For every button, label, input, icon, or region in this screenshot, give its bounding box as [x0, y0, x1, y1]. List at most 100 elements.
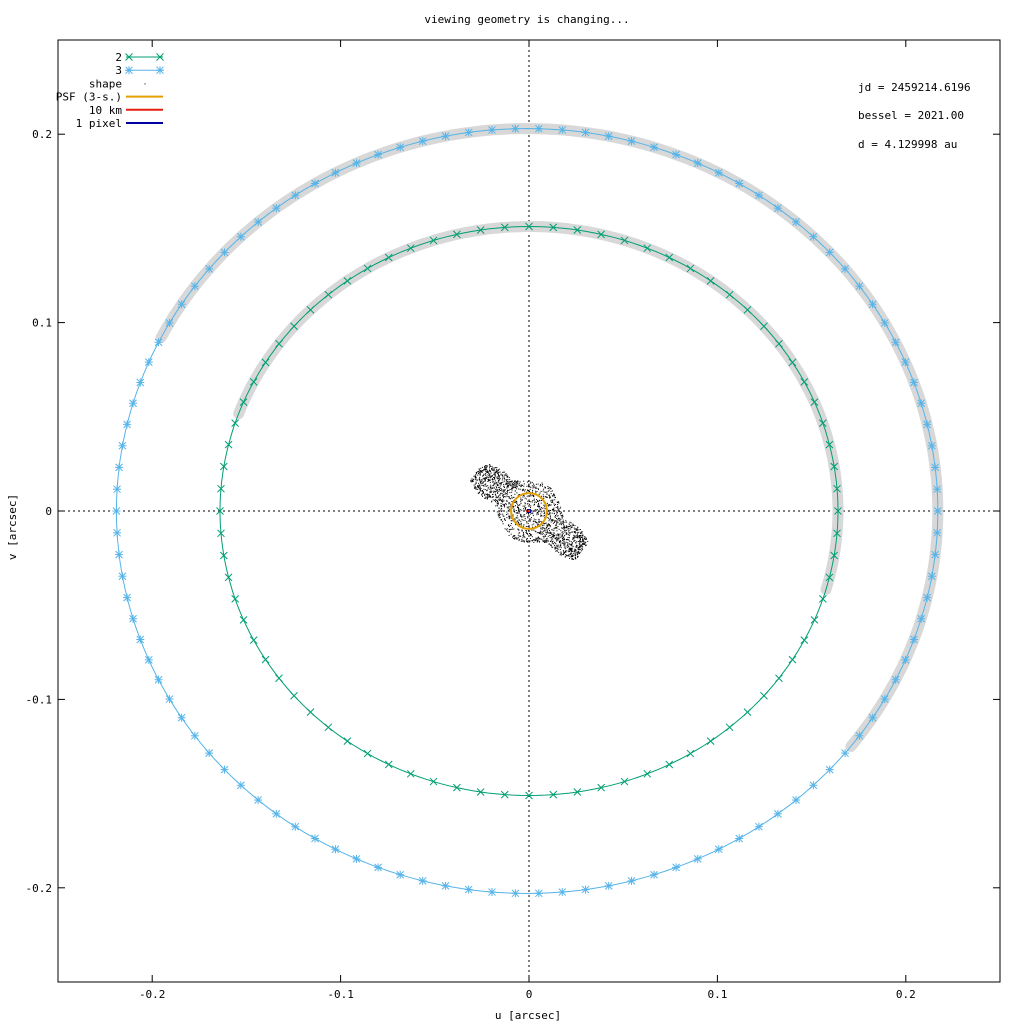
shape-point — [508, 531, 510, 533]
shape-point — [511, 491, 513, 493]
annotation-group: jd = 2459214.6196 bessel = 2021.00 d = 4… — [858, 81, 971, 151]
shape-point — [498, 474, 500, 476]
shape-point — [518, 532, 520, 534]
shape-point — [526, 541, 528, 542]
shape-point — [495, 467, 497, 468]
shape-point — [579, 537, 581, 539]
shape-point — [486, 477, 488, 479]
shape-point — [583, 538, 585, 540]
data-point-series-3 — [123, 420, 132, 429]
y-tick-label: 0.2 — [32, 128, 52, 141]
shape-point — [479, 488, 481, 490]
shape-point — [530, 495, 532, 497]
shape-point — [534, 525, 536, 527]
data-point-series-2 — [825, 440, 834, 449]
data-point-series-3 — [190, 282, 199, 291]
shape-point — [560, 547, 562, 549]
shape-point — [517, 528, 519, 530]
shape-point — [496, 482, 498, 484]
data-point-series-3 — [123, 593, 132, 602]
shape-point — [496, 490, 498, 492]
shape-point — [530, 534, 532, 535]
shape-point — [517, 484, 519, 486]
shape-point — [572, 554, 574, 556]
shape-point — [567, 542, 569, 544]
shape-point — [564, 539, 566, 540]
data-point-series-3 — [773, 809, 782, 818]
shape-point — [526, 503, 528, 505]
shape-point — [472, 480, 474, 482]
data-point-series-3 — [115, 550, 124, 559]
shape-point — [489, 496, 491, 498]
shape-point — [568, 539, 570, 541]
shape-point — [496, 499, 498, 501]
shape-point — [492, 480, 494, 482]
shape-point — [556, 544, 558, 546]
shape-point — [541, 507, 543, 509]
data-point-series-3 — [917, 614, 926, 623]
shape-point — [561, 521, 563, 523]
shape-point — [563, 546, 565, 548]
shape-point — [494, 500, 496, 501]
shape-point — [480, 470, 482, 472]
shape-point — [489, 481, 491, 483]
shape-point — [549, 495, 551, 497]
shape-point — [512, 488, 514, 490]
shape-point — [493, 487, 495, 489]
shape-point — [553, 494, 555, 496]
shape-point — [539, 485, 541, 487]
shape-point — [500, 510, 502, 512]
shape-point — [587, 540, 589, 542]
shape-point — [552, 535, 554, 537]
shape-point — [506, 501, 508, 502]
shape-point — [491, 500, 493, 502]
shape-point — [580, 549, 582, 551]
shape-point — [480, 471, 482, 473]
shape-point — [574, 551, 576, 553]
data-point-series-2 — [290, 691, 298, 700]
shape-point — [555, 510, 557, 512]
shape-point — [516, 482, 518, 484]
shape-point — [541, 482, 543, 484]
shape-point — [579, 547, 581, 549]
data-point-series-2 — [743, 305, 752, 314]
shape-point — [497, 491, 499, 493]
shape-point — [509, 484, 511, 486]
data-point-series-2 — [760, 691, 768, 700]
shape-point — [528, 495, 530, 497]
shape-point — [538, 499, 540, 501]
shape-point — [504, 520, 506, 521]
shape-point — [529, 538, 531, 539]
shape-point — [562, 543, 564, 544]
shape-point — [526, 495, 528, 497]
shape-point — [532, 496, 534, 498]
data-point-series-2 — [525, 791, 533, 800]
shape-point — [564, 529, 566, 531]
shape-point — [487, 477, 489, 479]
shape-point — [504, 518, 506, 520]
shape-point — [543, 541, 545, 542]
shape-point — [572, 542, 573, 544]
shape-point — [563, 554, 564, 556]
shape-point — [547, 531, 549, 533]
shape-point — [561, 554, 563, 555]
shape-point — [480, 480, 482, 482]
shape-point — [521, 529, 523, 531]
shape-point — [538, 511, 540, 513]
shape-point — [510, 495, 512, 497]
shape-point — [514, 535, 516, 537]
shape-point — [582, 548, 584, 550]
shape-point — [519, 512, 521, 514]
shape-point — [506, 506, 508, 508]
shape-point — [538, 532, 540, 533]
shape-point — [509, 529, 511, 531]
shape-point — [513, 486, 515, 488]
shape-point — [546, 502, 548, 504]
data-point-series-2 — [643, 244, 652, 253]
shape-point — [556, 530, 558, 532]
data-point-series-3 — [144, 655, 153, 664]
shape-point — [481, 470, 483, 472]
data-point-series-2 — [363, 264, 372, 273]
shape-point — [516, 537, 518, 539]
shape-point — [493, 469, 495, 471]
